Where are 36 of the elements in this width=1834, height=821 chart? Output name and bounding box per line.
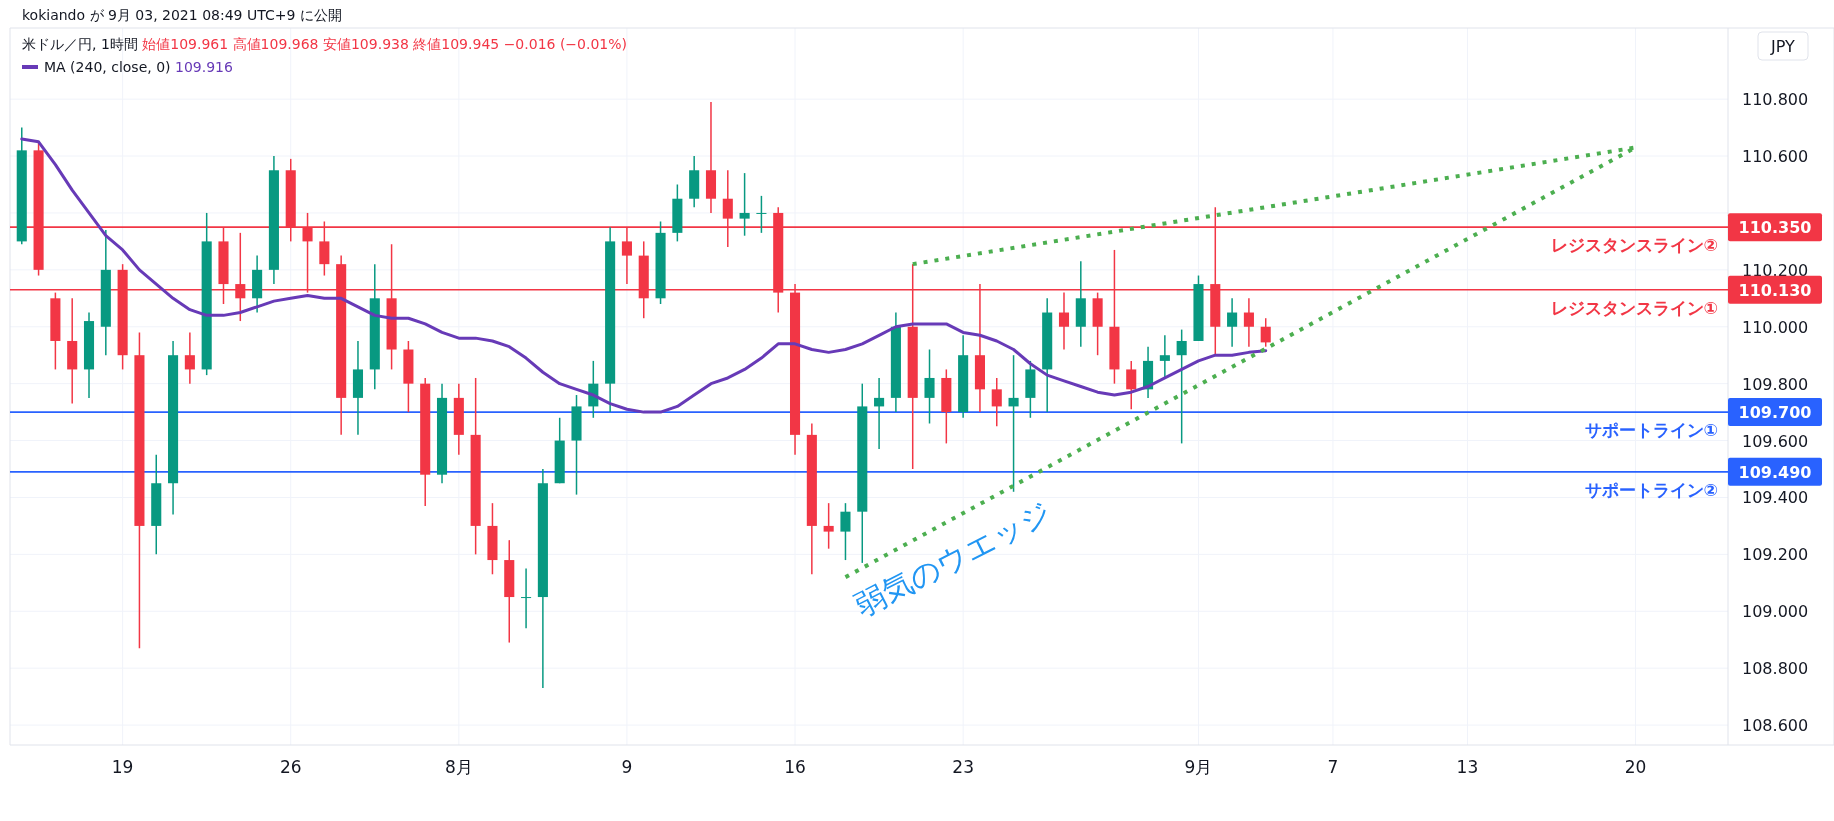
text: kokiando が 9月 03, 2021 08:49 UTC+9 に公開: [22, 7, 342, 23]
y-tick-label: 110.800: [1742, 90, 1809, 110]
y-tick-label: 110.000: [1742, 317, 1809, 337]
x-tick-label: 9: [621, 757, 633, 777]
x-tick-label: 23: [952, 757, 974, 777]
x-tick-label: 7: [1327, 757, 1339, 777]
y-tick-label: 109.200: [1742, 545, 1809, 565]
x-tick-label: 8月: [444, 757, 473, 777]
text: 始値109.961 高値109.968 安値109.938 終値109.945 −0.016 (−0.01%): [142, 36, 628, 52]
x-tick-label: 13: [1456, 757, 1479, 777]
y-tick-label: 109.400: [1742, 488, 1809, 508]
ref-line-label: サポートライン②: [1584, 479, 1718, 500]
x-tick-label: 9月: [1184, 757, 1213, 777]
price-tag: 110.350: [1728, 213, 1822, 242]
y-tick-label: 109.800: [1742, 374, 1809, 394]
price-tag: 109.700: [1728, 398, 1822, 427]
annotation: 109.916: [174, 59, 233, 75]
y-tick-label: 108.600: [1742, 716, 1809, 736]
unit: JPY: [1757, 31, 1809, 61]
y-tick-label: 108.800: [1742, 659, 1809, 679]
y-tick-label: 110.600: [1742, 147, 1809, 167]
legend-item: MA (240, close, 0) 109.916: [22, 59, 233, 75]
x-tick-label: 19: [111, 757, 134, 777]
ref-line-label: サポートライン①: [1584, 420, 1718, 441]
y-tick-label: 109.000: [1742, 602, 1809, 622]
x-tick-label: 20: [1624, 757, 1647, 777]
price-tag: 109.490: [1728, 457, 1822, 486]
text: 米ドル／円, 1時間: [22, 36, 143, 52]
ref-line-label: レジスタンスライン②: [1550, 235, 1718, 256]
annotation: 弱気のウエッジ: [849, 494, 1058, 624]
y-tick-label: 109.600: [1742, 431, 1809, 451]
price-tag: 110.130: [1728, 275, 1822, 304]
legend-label: MA (240, close, 0): [44, 59, 175, 75]
ref-line-label: レジスタンスライン①: [1550, 297, 1718, 318]
x-tick-label: 26: [279, 757, 302, 777]
x-tick-label: 16: [784, 757, 806, 777]
